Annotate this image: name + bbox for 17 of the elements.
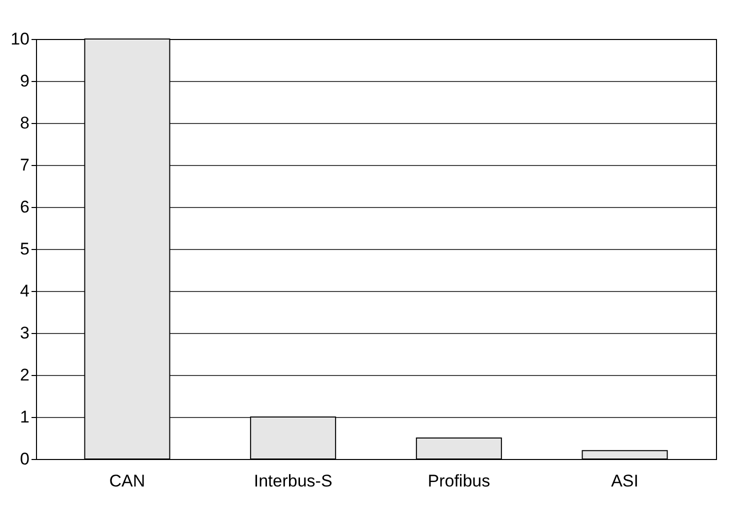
y-tick-label: 8 bbox=[20, 114, 30, 132]
y-tick-label: 1 bbox=[20, 408, 30, 426]
x-tick-label: Interbus-S bbox=[254, 472, 332, 490]
x-tick-label: CAN bbox=[109, 472, 146, 490]
y-tick-label: 3 bbox=[20, 324, 30, 342]
y-tick-label: 9 bbox=[20, 72, 30, 90]
y-tick-label: 5 bbox=[20, 240, 30, 258]
x-tick-label: ASI bbox=[611, 472, 638, 490]
y-tick-label: 2 bbox=[20, 366, 30, 384]
bar bbox=[582, 450, 668, 460]
y-tick-label: 6 bbox=[20, 198, 30, 216]
bar bbox=[416, 438, 502, 460]
y-tick-label: 4 bbox=[20, 282, 30, 300]
x-tick-label: Profibus bbox=[428, 472, 490, 490]
y-tick-label: 7 bbox=[20, 156, 30, 174]
y-tick-label: 10 bbox=[10, 30, 30, 48]
y-tick-label: 0 bbox=[20, 450, 30, 468]
